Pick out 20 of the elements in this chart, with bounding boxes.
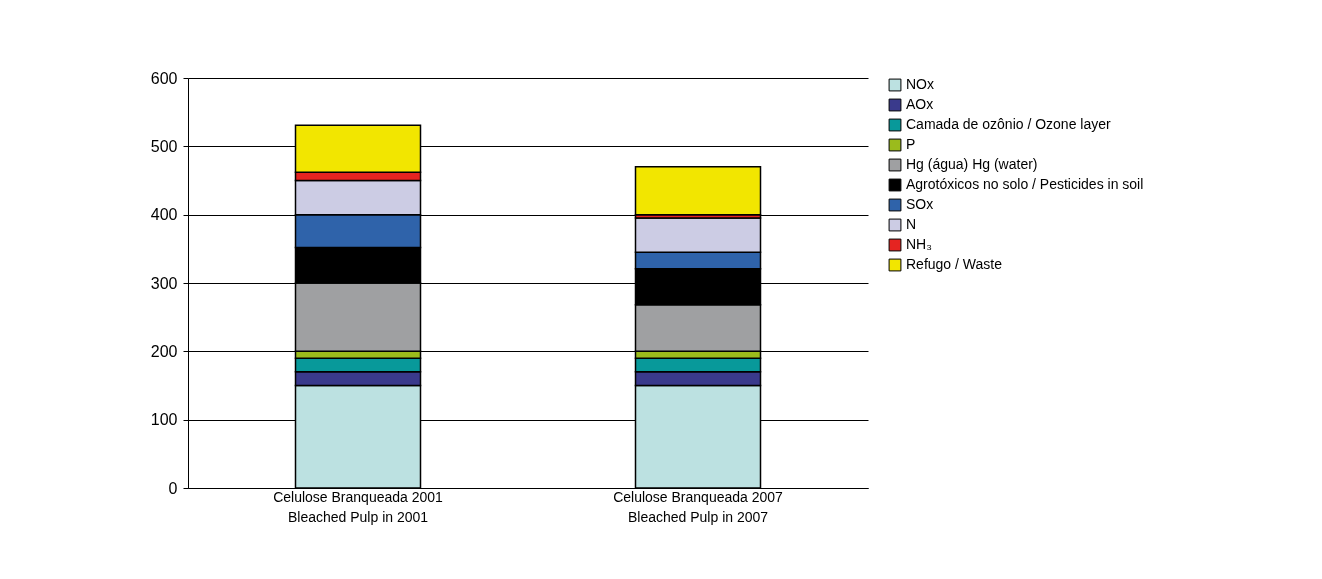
legend-label: P bbox=[906, 136, 916, 152]
x-tick-label: Celulose Branqueada 2007 Bleached Pulp in 2007 bbox=[613, 488, 784, 525]
y-tick-label: 300 bbox=[150, 274, 178, 292]
legend-label: Camada de ozônio / Ozone layer bbox=[906, 116, 1112, 132]
y-tick-label: 400 bbox=[150, 206, 178, 224]
x-tick-label: Celulose Branqueada 2001 Bleached Pulp in 2001 bbox=[273, 488, 444, 525]
legend-label: AOx bbox=[906, 96, 934, 112]
legend-label: Refugo / Waste bbox=[906, 256, 1003, 272]
bar bbox=[634, 166, 762, 216]
legend-label: NOx bbox=[906, 76, 934, 92]
y-tick-label: 500 bbox=[150, 137, 178, 155]
legend-label: SOx bbox=[906, 196, 934, 212]
y-tick-label: 200 bbox=[150, 342, 178, 360]
legend-label: Agrotóxicos no solo / Pesticides in soil bbox=[906, 176, 1144, 192]
y-tick-label: 600 bbox=[150, 69, 178, 87]
legend-label: N bbox=[906, 216, 917, 232]
legend-label: Hg (água) Hg (water) bbox=[906, 156, 1038, 172]
y-tick-label: 0 bbox=[168, 479, 178, 497]
y-tick-label: 100 bbox=[150, 411, 178, 429]
legend-label: NH₃ bbox=[906, 236, 932, 252]
